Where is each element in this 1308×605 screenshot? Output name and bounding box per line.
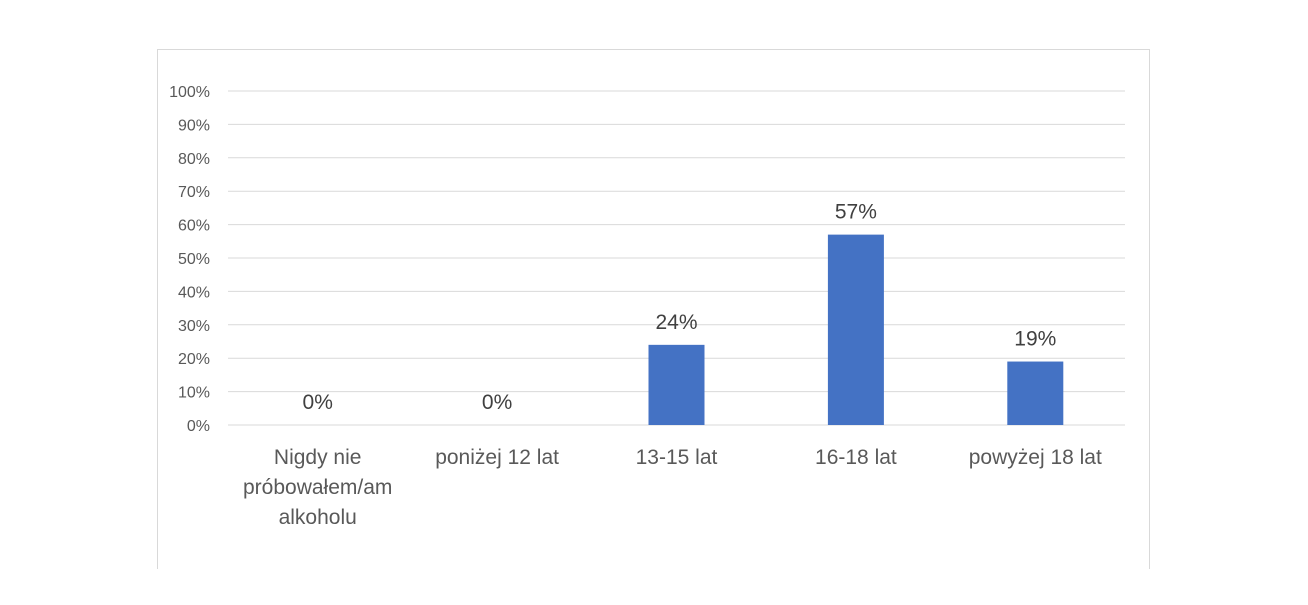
x-category-label: 13-15 lat xyxy=(636,446,718,469)
data-label: 0% xyxy=(482,391,512,414)
y-axis-tick-labels: 0% 10% 20% 30% 40% 50% 60% 70% 80% 90% 100% xyxy=(169,84,210,435)
x-category-label: 16-18 lat xyxy=(815,446,897,469)
data-label: 57% xyxy=(835,201,877,224)
x-category-label: próbowałem/am xyxy=(243,476,392,499)
y-tick-label: 60% xyxy=(178,218,210,235)
y-tick-label: 90% xyxy=(178,117,210,134)
y-tick-label: 100% xyxy=(169,84,210,101)
y-tick-label: 20% xyxy=(178,351,210,368)
bars xyxy=(648,234,1064,425)
x-category-label: alkoholu xyxy=(279,506,357,529)
data-label: 19% xyxy=(1014,328,1056,351)
y-tick-label: 30% xyxy=(178,318,210,335)
y-tick-label: 50% xyxy=(178,251,210,268)
y-tick-label: 10% xyxy=(178,385,210,402)
data-label: 24% xyxy=(655,311,697,334)
y-tick-label: 70% xyxy=(178,184,210,201)
data-label: 0% xyxy=(303,391,333,414)
chart-frame xyxy=(157,49,1150,569)
x-category-label: Nigdy nie xyxy=(274,446,362,469)
x-axis-category-labels: Nigdy nie próbowałem/am alkoholu poniżej 12… xyxy=(243,446,1102,529)
y-tick-label: 80% xyxy=(178,151,210,168)
bar xyxy=(648,344,705,425)
bar xyxy=(1007,361,1064,425)
bar xyxy=(827,234,884,425)
y-tick-label: 40% xyxy=(178,284,210,301)
y-tick-label: 0% xyxy=(187,418,210,435)
x-category-label: powyżej 18 lat xyxy=(969,446,1102,469)
x-category-label: poniżej 12 lat xyxy=(435,446,559,469)
data-labels: 0% 0% 24% 57% 19% xyxy=(303,201,1057,414)
